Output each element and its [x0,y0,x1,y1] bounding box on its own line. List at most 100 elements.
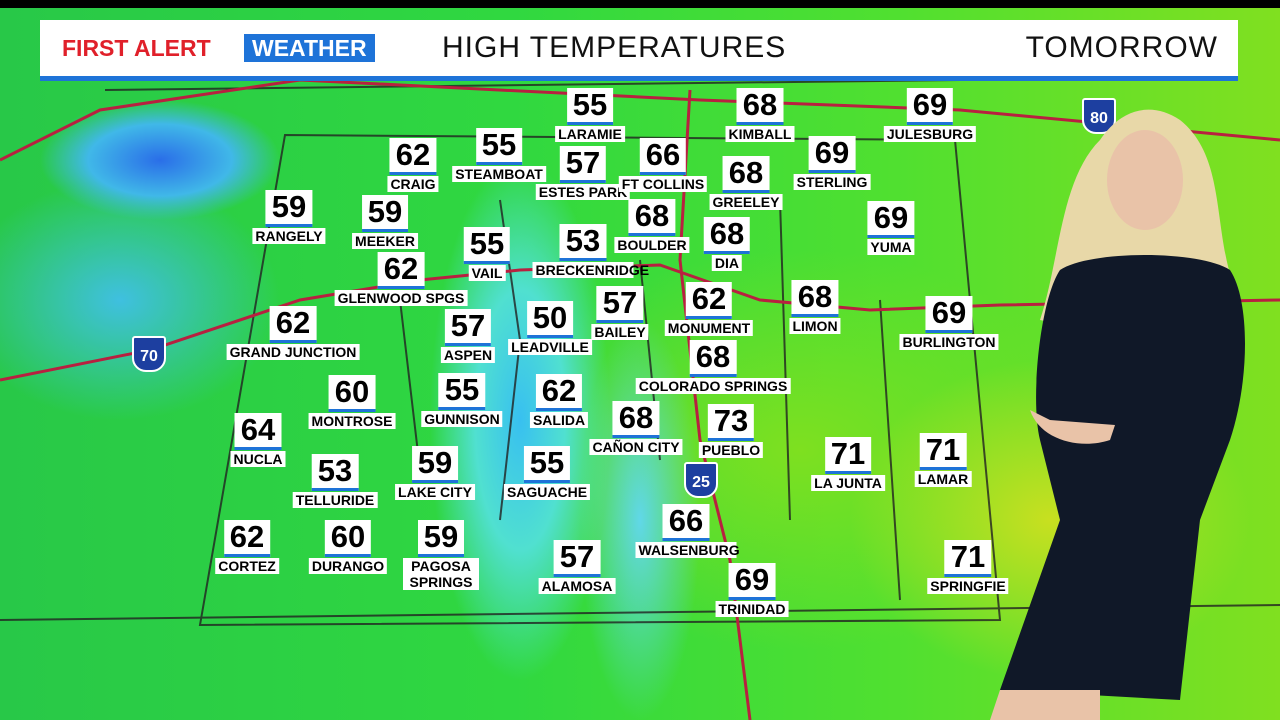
city-marker: 69 YUMA [867,201,915,255]
city-name: LARAMIE [555,126,625,142]
city-temp: 68 [612,401,660,438]
city-marker: 66 FT COLLINS [618,138,708,192]
city-name: LEADVILLE [508,339,592,355]
city-temp: 59 [417,520,465,557]
city-name: YUMA [867,239,915,255]
header-bar: FIRST ALERT WEATHER HIGH TEMPERATURES TO… [40,20,1238,81]
city-temp: 69 [808,136,856,173]
city-temp: 68 [703,217,751,254]
city-name: GUNNISON [421,411,503,427]
city-name: ESTES PARK [535,184,631,200]
city-temp: 57 [559,146,607,183]
city-marker: 68 KIMBALL [725,88,795,142]
city-name: CRAIG [387,176,439,192]
city-name: ALAMOSA [538,578,616,594]
city-marker: 60 DURANGO [308,520,388,574]
city-name: SPRINGFIE [927,578,1009,594]
city-temp: 66 [662,504,710,541]
city-name: JULESBURG [883,126,977,142]
city-name: TRINIDAD [715,601,789,617]
city-name: LIMON [789,318,841,334]
city-temp: 62 [269,306,317,343]
city-name: ASPEN [440,347,496,363]
city-marker: 62 CORTEZ [215,520,279,574]
city-marker: 73 PUEBLO [698,404,764,458]
city-temp: 59 [411,446,459,483]
highway-shield: 70 [132,336,166,372]
city-name: LA JUNTA [811,475,885,491]
brand-first: FIRST ALERT [62,20,211,76]
city-temp: 55 [523,446,571,483]
city-temp: 71 [919,433,967,470]
city-temp: 57 [553,540,601,577]
city-marker: 57 BAILEY [591,286,649,340]
brand-first-text: FIRST ALERT [62,35,211,61]
city-name: CAÑON CITY [589,439,683,455]
city-name: GREELEY [709,194,783,210]
city-temp: 59 [265,190,313,227]
city-temp: 55 [566,88,614,125]
city-name: LAMAR [914,471,972,487]
city-name: DIA [711,255,743,271]
city-marker: 59 MEEKER [352,195,418,249]
city-temp: 62 [223,520,271,557]
city-temp: 53 [559,224,607,261]
city-name: CORTEZ [215,558,279,574]
brand-second: WEATHER [244,34,375,62]
city-marker: 59 RANGELY [252,190,326,244]
city-name: GLENWOOD SPGS [334,290,468,306]
city-temp: 57 [444,309,492,346]
city-marker: 68 BOULDER [614,199,690,253]
city-name: PUEBLO [698,442,764,458]
city-marker: 68 DIA [703,217,751,271]
city-marker: 55 GUNNISON [421,373,503,427]
city-name: BOULDER [614,237,690,253]
city-temp: 50 [526,301,574,338]
city-temp: 69 [728,563,776,600]
city-marker: 69 STERLING [793,136,871,190]
city-temp: 62 [377,252,425,289]
city-marker: 53 TELLURIDE [292,454,378,508]
highway-shield: 25 [684,462,718,498]
city-temp: 53 [311,454,359,491]
city-temp: 68 [689,340,737,377]
city-name: MEEKER [352,233,418,249]
city-marker: 71 LAMAR [914,433,972,487]
city-marker: 71 SPRINGFIE [927,540,1009,594]
city-marker: 50 LEADVILLE [508,301,592,355]
city-name: FT COLLINS [618,176,708,192]
city-temp: 71 [824,437,872,474]
city-marker: 71 LA JUNTA [811,437,885,491]
city-marker: 68 LIMON [789,280,841,334]
city-marker: 68 GREELEY [709,156,783,210]
city-marker: 68 COLORADO SPRINGS [635,340,791,394]
city-temp: 64 [234,413,282,450]
header-title: HIGH TEMPERATURES [442,31,787,64]
city-name: TELLURIDE [292,492,378,508]
city-temp: 71 [944,540,992,577]
city-marker: 62 GLENWOOD SPGS [334,252,468,306]
city-name: PAGOSA SPRINGS [403,558,479,590]
city-temp: 68 [791,280,839,317]
city-temp: 68 [628,199,676,236]
city-temp: 62 [535,374,583,411]
city-temp: 69 [867,201,915,238]
city-marker: 59 LAKE CITY [395,446,475,500]
city-marker: 53 BRECKENRIDGE [532,224,649,278]
city-marker: 69 BURLINGTON [899,296,999,350]
city-marker: 57 ASPEN [440,309,496,363]
city-temp: 60 [324,520,372,557]
city-temp: 62 [685,282,733,319]
city-name: GRAND JUNCTION [226,344,360,360]
city-name: NUCLA [230,451,286,467]
city-marker: 62 MONUMENT [664,282,754,336]
city-marker: 66 WALSENBURG [635,504,740,558]
city-name: STEAMBOAT [452,166,546,182]
city-name: DURANGO [308,558,388,574]
city-marker: 55 STEAMBOAT [452,128,546,182]
city-name: MONTROSE [308,413,396,429]
city-temp: 60 [328,375,376,412]
city-temp: 69 [925,296,973,333]
